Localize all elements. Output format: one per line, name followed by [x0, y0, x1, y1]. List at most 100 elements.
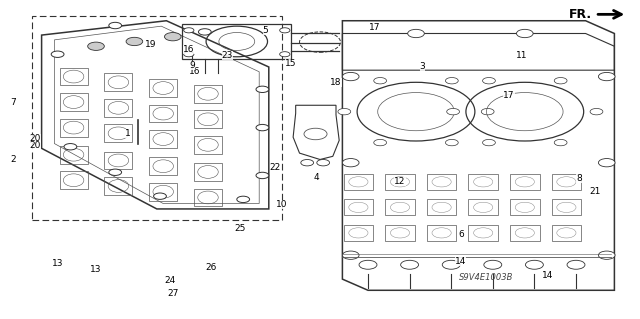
Bar — [468, 199, 498, 215]
Text: 5: 5 — [263, 26, 268, 35]
Circle shape — [237, 196, 250, 203]
Text: 12: 12 — [394, 177, 406, 186]
Text: 22: 22 — [269, 163, 281, 172]
Circle shape — [184, 28, 194, 33]
Circle shape — [342, 72, 359, 81]
Bar — [427, 199, 456, 215]
Text: 14: 14 — [541, 271, 553, 280]
Bar — [149, 79, 177, 97]
Bar — [104, 124, 132, 142]
Text: 3: 3 — [420, 63, 425, 71]
Text: 19: 19 — [145, 40, 156, 49]
Bar — [149, 157, 177, 175]
Circle shape — [483, 78, 495, 84]
Text: 2: 2 — [10, 155, 15, 164]
Text: 17: 17 — [503, 91, 515, 100]
Bar — [104, 152, 132, 169]
Bar — [510, 225, 540, 241]
Bar — [104, 73, 132, 91]
Bar — [32, 16, 282, 220]
Circle shape — [374, 78, 387, 84]
Text: 21: 21 — [589, 187, 601, 196]
Bar — [104, 99, 132, 117]
Circle shape — [445, 78, 458, 84]
Circle shape — [256, 124, 269, 131]
Text: 4: 4 — [314, 173, 319, 182]
Bar — [344, 199, 373, 215]
Circle shape — [342, 251, 359, 259]
Bar — [194, 189, 222, 206]
Bar — [194, 136, 222, 154]
Circle shape — [516, 29, 533, 38]
Bar — [385, 199, 415, 215]
Circle shape — [154, 193, 166, 199]
Circle shape — [567, 260, 585, 269]
Bar — [194, 85, 222, 103]
Circle shape — [164, 33, 181, 41]
Text: 8: 8 — [577, 174, 582, 183]
Circle shape — [598, 159, 615, 167]
Text: 16: 16 — [183, 45, 195, 54]
Circle shape — [256, 172, 269, 179]
Text: 26: 26 — [205, 263, 217, 271]
Circle shape — [590, 108, 603, 115]
Bar — [552, 225, 581, 241]
Circle shape — [280, 52, 290, 57]
Text: 16: 16 — [189, 67, 201, 76]
Text: 6: 6 — [458, 230, 463, 239]
Circle shape — [442, 260, 460, 269]
Bar — [344, 225, 373, 241]
Bar — [194, 110, 222, 128]
Circle shape — [126, 37, 143, 46]
Circle shape — [51, 51, 64, 57]
Bar — [60, 171, 88, 189]
Circle shape — [342, 159, 359, 167]
Circle shape — [109, 22, 122, 29]
Bar — [60, 146, 88, 164]
Text: 25: 25 — [234, 224, 246, 233]
Text: 18: 18 — [330, 78, 342, 87]
Text: 20: 20 — [29, 134, 41, 143]
Circle shape — [554, 139, 567, 146]
Circle shape — [88, 42, 104, 50]
Bar — [510, 174, 540, 190]
Circle shape — [374, 139, 387, 146]
Bar — [385, 174, 415, 190]
Circle shape — [447, 108, 460, 115]
Bar — [552, 174, 581, 190]
Circle shape — [483, 139, 495, 146]
Circle shape — [598, 72, 615, 81]
Text: 15: 15 — [285, 59, 297, 68]
Text: 10: 10 — [276, 200, 287, 209]
Bar — [60, 119, 88, 137]
Text: 11: 11 — [516, 51, 527, 60]
Circle shape — [64, 144, 77, 150]
Text: 17: 17 — [369, 23, 380, 32]
Circle shape — [184, 52, 194, 57]
Text: FR.: FR. — [569, 8, 592, 21]
Text: 23: 23 — [221, 51, 233, 60]
Bar — [60, 68, 88, 85]
Bar — [149, 130, 177, 148]
Bar — [427, 225, 456, 241]
Circle shape — [109, 169, 122, 175]
Text: 24: 24 — [164, 276, 175, 285]
Bar — [149, 183, 177, 201]
Bar — [510, 199, 540, 215]
Circle shape — [280, 28, 290, 33]
Text: 27: 27 — [167, 289, 179, 298]
Text: 13: 13 — [90, 265, 102, 274]
Circle shape — [256, 86, 269, 93]
Circle shape — [481, 108, 494, 115]
Text: 1: 1 — [125, 130, 131, 138]
Circle shape — [598, 251, 615, 259]
Bar — [385, 225, 415, 241]
Circle shape — [401, 260, 419, 269]
Text: 9: 9 — [189, 61, 195, 70]
Bar — [552, 199, 581, 215]
Circle shape — [317, 160, 330, 166]
Circle shape — [198, 29, 211, 35]
Circle shape — [525, 260, 543, 269]
Circle shape — [554, 78, 567, 84]
Text: 14: 14 — [455, 257, 467, 266]
